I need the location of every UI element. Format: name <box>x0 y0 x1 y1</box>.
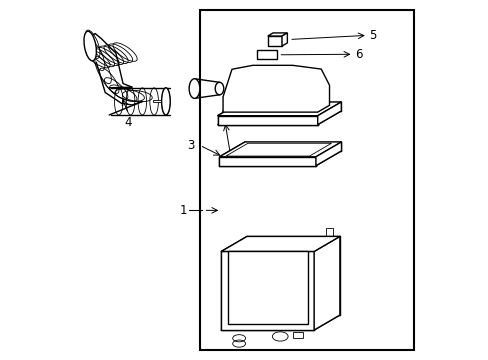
Ellipse shape <box>84 31 96 61</box>
Polygon shape <box>217 102 341 116</box>
Polygon shape <box>219 157 315 166</box>
Polygon shape <box>217 116 317 125</box>
Polygon shape <box>221 237 339 251</box>
Text: 6: 6 <box>354 48 362 61</box>
Text: 5: 5 <box>369 29 376 42</box>
Polygon shape <box>267 36 282 46</box>
Polygon shape <box>313 237 339 330</box>
Polygon shape <box>223 65 329 112</box>
Text: 4: 4 <box>124 116 132 129</box>
Polygon shape <box>221 251 313 330</box>
Bar <box>200 10 413 350</box>
Polygon shape <box>227 251 307 324</box>
Text: 1: 1 <box>180 204 187 217</box>
Ellipse shape <box>215 82 224 95</box>
Polygon shape <box>225 143 331 156</box>
Text: 3: 3 <box>187 139 194 152</box>
Polygon shape <box>153 100 160 102</box>
Polygon shape <box>282 33 287 46</box>
Ellipse shape <box>189 79 200 98</box>
Ellipse shape <box>162 88 170 115</box>
Polygon shape <box>267 33 287 36</box>
Polygon shape <box>315 142 341 166</box>
Polygon shape <box>257 50 276 59</box>
Polygon shape <box>219 142 341 157</box>
Polygon shape <box>317 102 341 125</box>
Text: 2: 2 <box>222 157 230 170</box>
